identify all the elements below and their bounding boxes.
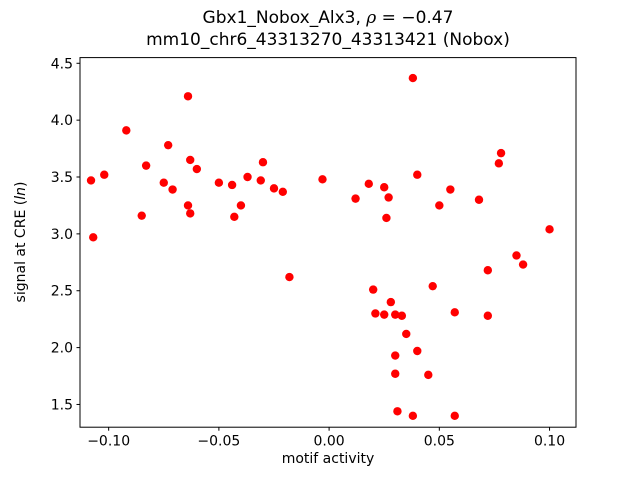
data-point [413, 170, 422, 179]
y-tick-label: 2.0 [51, 341, 73, 357]
x-tick-label: 0.10 [534, 434, 565, 450]
data-point [86, 176, 96, 185]
rho-symbol: ρ [366, 8, 377, 28]
data-point [236, 201, 246, 210]
y-tick-label: 1.5 [51, 397, 73, 413]
data-point [408, 73, 418, 83]
data-point [512, 251, 521, 260]
data-point [393, 407, 402, 416]
data-point [230, 212, 239, 222]
x-tick-label: −0.05 [197, 434, 240, 450]
y-tick-label: 4.5 [51, 56, 73, 72]
data-point [386, 297, 396, 307]
data-point [137, 211, 146, 220]
data-point [428, 281, 437, 291]
data-point [382, 213, 391, 223]
x-axis-label: motif activity [281, 451, 375, 467]
data-point [186, 209, 195, 218]
chart-title-line2: mm10_chr6_43313270_43313421 (Nobox) [146, 30, 510, 50]
data-point [450, 308, 459, 317]
y-tick-label: 4.0 [51, 113, 73, 129]
data-point [183, 92, 193, 101]
data-point [397, 311, 407, 320]
data-point [278, 187, 288, 196]
data-point [256, 176, 265, 185]
data-point [408, 411, 418, 421]
y-axis-label: signal at CRE (ln) [13, 182, 29, 303]
data-point [496, 148, 506, 158]
data-point [364, 179, 373, 189]
axes-frame [79, 57, 577, 428]
x-tick-label: 0.00 [314, 434, 345, 450]
y-tick-label: 3.5 [51, 170, 73, 186]
data-point [100, 170, 109, 179]
data-point [371, 309, 380, 318]
data-point [402, 329, 411, 339]
data-point [545, 225, 554, 234]
data-point [368, 285, 378, 294]
data-point [391, 310, 400, 319]
data-point [384, 193, 393, 202]
data-point [380, 310, 389, 319]
title-text: Gbx1_Nobox_Alx3, [202, 8, 367, 28]
title-correlation-value: = −0.47 [376, 8, 454, 28]
data-point [258, 158, 268, 167]
y-axis-label-close: ) [13, 181, 29, 188]
data-point [391, 351, 400, 360]
data-point [318, 175, 327, 184]
x-tick-label: 0.05 [424, 434, 455, 450]
data-point [351, 194, 360, 203]
data-point [474, 195, 484, 204]
data-point [518, 260, 528, 269]
data-point [192, 164, 202, 174]
data-point [163, 140, 173, 150]
data-point [186, 155, 195, 165]
data-point [483, 311, 493, 320]
chart-title: Gbx1_Nobox_Alx3, ρ = −0.47 mm10_chr6_433… [80, 7, 576, 51]
data-point [413, 346, 422, 356]
data-point [159, 178, 168, 187]
y-axis-label-text: signal at CRE ( [13, 199, 29, 303]
chart-title-line1: Gbx1_Nobox_Alx3, ρ = −0.47 [80, 7, 576, 29]
x-tick-label: −0.10 [87, 434, 130, 450]
data-point [494, 159, 504, 168]
data-point [285, 272, 294, 282]
data-point [243, 172, 252, 182]
data-point [183, 201, 193, 210]
data-point [483, 266, 493, 275]
data-point [141, 161, 151, 170]
data-point [214, 178, 224, 187]
data-point [446, 185, 455, 194]
data-point [424, 370, 433, 380]
data-point [168, 185, 177, 194]
data-point [391, 369, 400, 378]
y-tick-label: 3.0 [51, 227, 73, 243]
data-point [89, 233, 98, 242]
data-point [269, 184, 279, 193]
data-point [227, 180, 237, 190]
data-point [435, 201, 444, 210]
data-point [380, 183, 389, 192]
data-point [450, 411, 459, 421]
y-axis-label-italic: ln [13, 187, 29, 200]
y-tick-label: 2.5 [51, 284, 73, 300]
data-point [122, 126, 131, 135]
